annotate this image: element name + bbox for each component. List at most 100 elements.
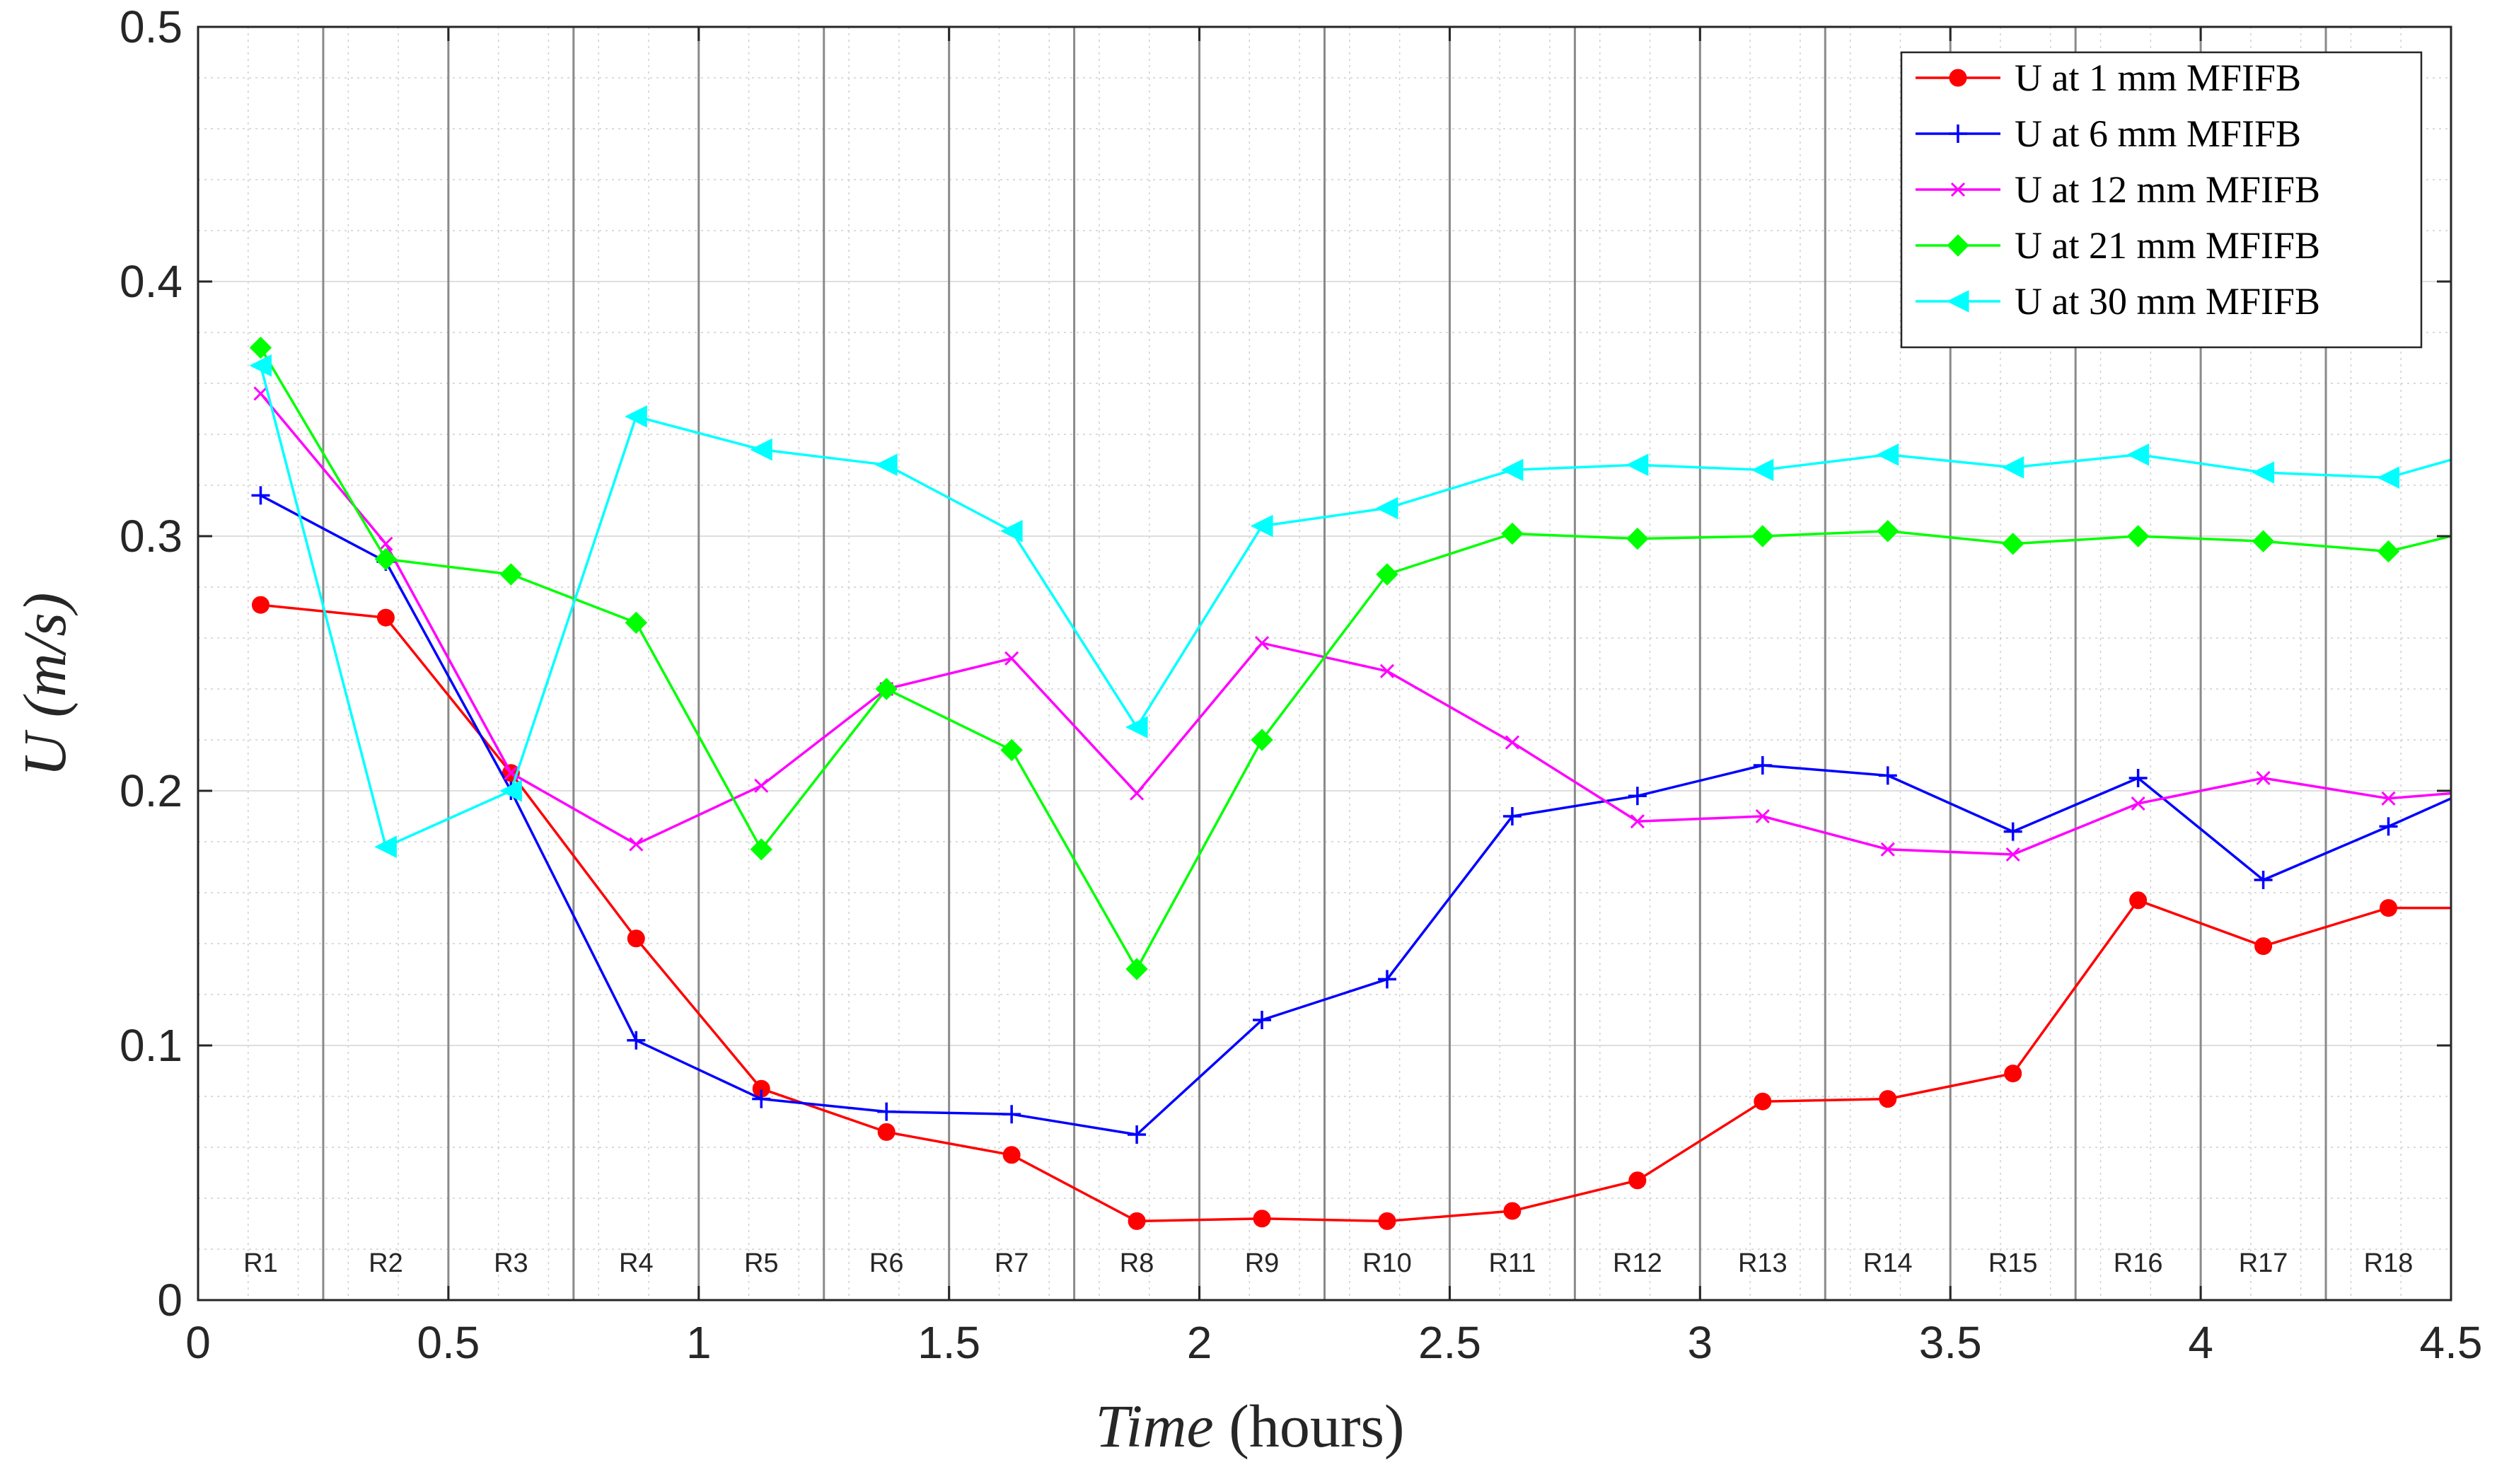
data-point bbox=[1878, 766, 1897, 785]
y-tick-label: 0.2 bbox=[120, 765, 183, 816]
data-point bbox=[1755, 808, 1770, 824]
data-point bbox=[2377, 466, 2400, 489]
plot-border bbox=[197, 25, 2452, 1302]
region-label-r16: R16 bbox=[2114, 1248, 2163, 1278]
data-point bbox=[374, 547, 398, 571]
region-label-r1: R1 bbox=[243, 1248, 278, 1278]
legend-entry-2: U at 6 mm MFIFB bbox=[1916, 112, 2301, 155]
x-tick-label: 1.5 bbox=[917, 1317, 980, 1368]
data-point bbox=[1000, 519, 1023, 543]
y-tick-labels: 0 0.1 0.2 0.3 0.4 0.5 bbox=[120, 1, 183, 1326]
data-point bbox=[2252, 461, 2275, 484]
data-point bbox=[1375, 497, 1398, 520]
series-5 bbox=[249, 354, 2451, 859]
data-point bbox=[2252, 530, 2275, 552]
data-point bbox=[629, 837, 644, 852]
data-point bbox=[750, 838, 772, 861]
data-point bbox=[2126, 443, 2150, 466]
y-axis-unit: (m/s) bbox=[11, 593, 79, 718]
data-point bbox=[1000, 738, 1023, 762]
data-point bbox=[1377, 970, 1396, 989]
data-point bbox=[2379, 817, 2398, 836]
legend-box bbox=[1900, 51, 2423, 349]
data-point bbox=[1251, 729, 1273, 751]
y-tick-label: 0.1 bbox=[120, 1020, 183, 1071]
data-point bbox=[2005, 847, 2020, 862]
data-point bbox=[2129, 891, 2148, 910]
data-point bbox=[1876, 443, 1899, 466]
region-label-r2: R2 bbox=[369, 1248, 403, 1278]
legend-label: U at 12 mm MFIFB bbox=[2015, 168, 2320, 211]
data-point bbox=[2126, 525, 2150, 547]
data-point bbox=[1376, 563, 1398, 586]
data-point bbox=[1628, 1171, 1647, 1190]
region-label-r12: R12 bbox=[1613, 1248, 1662, 1278]
x-tick-label: 3 bbox=[1688, 1317, 1713, 1368]
data-point bbox=[754, 778, 769, 793]
data-point bbox=[752, 1089, 771, 1108]
region-label-r11: R11 bbox=[1488, 1248, 1536, 1278]
data-point bbox=[1004, 651, 1019, 666]
x-tick-labels: 0 0.5 1 1.5 2 2.5 3 3.5 4 4.5 bbox=[185, 1317, 2482, 1368]
region-label-r15: R15 bbox=[1988, 1248, 2038, 1278]
data-point bbox=[1128, 1125, 1147, 1144]
data-point bbox=[1500, 458, 1524, 482]
data-point bbox=[2381, 791, 2396, 806]
data-point bbox=[1751, 458, 1774, 482]
x-tick-label: 1 bbox=[686, 1317, 712, 1368]
region-label-r7: R7 bbox=[995, 1248, 1029, 1278]
data-point bbox=[625, 405, 647, 428]
data-point bbox=[2003, 822, 2022, 841]
data-point bbox=[625, 611, 648, 634]
data-point bbox=[1125, 716, 1148, 738]
legend-label: U at 6 mm MFIFB bbox=[2015, 112, 2301, 155]
legend-entry-1: U at 1 mm MFIFB bbox=[1916, 57, 2301, 99]
data-point bbox=[249, 354, 272, 377]
data-point bbox=[251, 486, 270, 505]
region-label-r8: R8 bbox=[1120, 1248, 1154, 1278]
data-point bbox=[374, 835, 397, 859]
y-tick-label: 0.4 bbox=[120, 256, 183, 307]
y-tick-label: 0 bbox=[157, 1275, 183, 1326]
data-point bbox=[1877, 520, 1899, 543]
legend-entry-5: U at 30 mm MFIFB bbox=[1916, 280, 2320, 323]
data-point bbox=[2004, 1065, 2022, 1083]
data-point bbox=[1254, 636, 1270, 651]
y-tick-label: 0.3 bbox=[120, 511, 183, 562]
data-point bbox=[376, 608, 395, 627]
data-point bbox=[1253, 1011, 1272, 1029]
data-point bbox=[249, 336, 272, 359]
data-point bbox=[1880, 842, 1895, 857]
x-tick-label: 2.5 bbox=[1418, 1317, 1481, 1368]
region-label-r3: R3 bbox=[494, 1248, 528, 1278]
legend-marker bbox=[1947, 234, 1969, 257]
region-label-r17: R17 bbox=[2239, 1248, 2288, 1278]
x-tick-label: 4.5 bbox=[2420, 1317, 2483, 1368]
data-point bbox=[1503, 1202, 1522, 1220]
data-point bbox=[2001, 533, 2024, 555]
data-point bbox=[2128, 769, 2148, 787]
region-label-r4: R4 bbox=[619, 1248, 654, 1278]
data-point bbox=[1628, 787, 1647, 806]
region-label-r10: R10 bbox=[1362, 1248, 1412, 1278]
series-layer bbox=[249, 336, 2451, 1230]
legend: U at 1 mm MFIFB U at 6 mm MFIFB U at 12 mm… bbox=[1900, 51, 2423, 349]
x-axis-variable: Time bbox=[1095, 1392, 1213, 1460]
legend-label: U at 21 mm MFIFB bbox=[2015, 224, 2320, 267]
region-label-r14: R14 bbox=[1863, 1248, 1913, 1278]
legend-label: U at 30 mm MFIFB bbox=[2015, 280, 2320, 323]
data-point bbox=[1502, 807, 1522, 825]
legend-label: U at 1 mm MFIFB bbox=[2015, 57, 2301, 99]
legend-marker bbox=[1946, 290, 1969, 313]
legend-marker bbox=[1949, 124, 1967, 143]
data-point bbox=[2001, 456, 2024, 479]
data-point bbox=[2377, 540, 2400, 563]
x-tick-label: 3.5 bbox=[1919, 1317, 1982, 1368]
legend-marker bbox=[1949, 69, 1967, 87]
data-point bbox=[1754, 1092, 1772, 1111]
data-point bbox=[2254, 937, 2273, 956]
data-point bbox=[378, 536, 393, 551]
data-point bbox=[2131, 796, 2145, 811]
x-tick-label: 2 bbox=[1187, 1317, 1212, 1368]
data-point bbox=[1751, 525, 1774, 547]
